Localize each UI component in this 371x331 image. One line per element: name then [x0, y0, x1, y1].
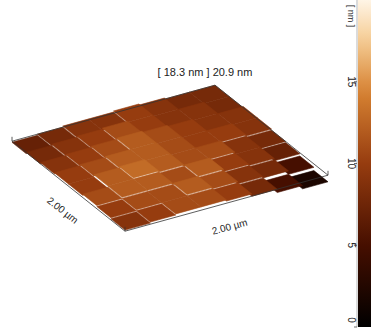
colorbar: [358, 0, 371, 327]
colorbar-tick-label: 10: [346, 158, 357, 170]
title: [ 18.3 nm ] 20.9 nm: [158, 66, 253, 78]
colorbar-label: [ nm ]: [346, 5, 356, 28]
colorbar-tick-label: 15: [346, 76, 357, 88]
colorbar-tick-label: 0: [346, 317, 357, 323]
frame-edge: [12, 137, 13, 141]
frame-edge: [328, 171, 329, 175]
frame: [12, 85, 328, 231]
colorbar-tick-label: 5: [346, 242, 357, 248]
colorbar-tick: [354, 327, 357, 328]
chart: [ 18.3 nm ] 20.9 nm 2.00 µm 2.00 µm 0 5 10 15 […: [0, 0, 371, 331]
surface: [12, 85, 328, 230]
y-axis-label: 2.00 µm: [211, 216, 249, 236]
surface-cell: [111, 212, 150, 230]
x-axis-label: 2.00 µm: [45, 195, 80, 226]
frame-edge: [125, 227, 126, 231]
